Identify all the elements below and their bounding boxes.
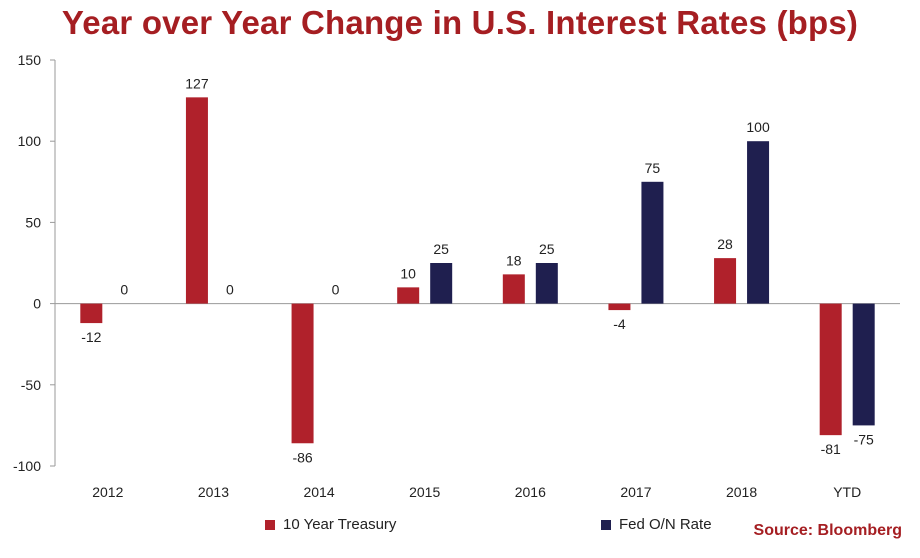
x-tick-label: 2012	[92, 484, 123, 500]
bar-treasury-2015	[397, 287, 420, 304]
x-tick-label: 2013	[198, 484, 229, 500]
x-tick-label: 2017	[620, 484, 651, 500]
data-label: 25	[539, 241, 555, 257]
data-label: 0	[226, 282, 234, 298]
bar-fed-2017	[641, 181, 664, 304]
data-label: 25	[433, 241, 449, 257]
bar-treasury-2012	[80, 303, 103, 324]
data-label: 0	[332, 282, 340, 298]
data-label: 100	[746, 119, 770, 135]
legend-label-fed-on-rate: Fed O/N Rate	[619, 516, 712, 533]
data-label: 127	[185, 75, 209, 91]
bar-treasury-2014	[291, 303, 314, 444]
x-tick-label: 2016	[515, 484, 546, 500]
y-tick-label: 100	[18, 133, 42, 149]
bar-treasury-2016	[502, 274, 525, 304]
legend-swatch-10-year-treasury	[265, 519, 275, 530]
data-label: 10	[400, 265, 416, 281]
bar-fed-2015	[430, 263, 453, 304]
bar-fed-2018	[747, 141, 770, 304]
data-label: -75	[854, 431, 874, 447]
y-tick-label: -100	[13, 458, 41, 474]
x-tick-label: YTD	[833, 484, 861, 500]
data-label: -86	[292, 449, 312, 465]
bar-treasury-ytd	[819, 303, 842, 436]
data-label: 0	[120, 282, 128, 298]
legend-item-10-year-treasury: 10 Year Treasury	[265, 516, 396, 533]
data-label: 18	[506, 252, 522, 268]
data-label: 75	[645, 160, 661, 176]
y-tick-label: 150	[18, 52, 42, 68]
bar-fed-2016	[535, 263, 558, 304]
y-tick-label: 0	[33, 296, 41, 312]
legend-swatch-fed-on-rate	[601, 519, 611, 530]
data-label: -12	[81, 329, 101, 345]
legend-item-fed-on-rate: Fed O/N Rate	[601, 516, 712, 533]
source-note: Source: Bloomberg	[753, 522, 902, 539]
bar-treasury-2013	[185, 97, 208, 304]
bar-treasury-2018	[714, 258, 737, 304]
chart-title: Year over Year Change in U.S. Interest R…	[61, 4, 859, 41]
x-tick-label: 2015	[409, 484, 440, 500]
x-tick-label: 2018	[726, 484, 757, 500]
y-tick-label: -50	[21, 377, 41, 393]
x-tick-label: 2014	[303, 484, 334, 500]
legend-label-10-year-treasury: 10 Year Treasury	[283, 516, 397, 533]
data-label: 28	[717, 236, 733, 252]
y-tick-label: 50	[25, 214, 41, 230]
bar-treasury-2017	[608, 303, 631, 311]
data-label: -4	[613, 316, 626, 332]
bar-chart: 150 100 50 0 -50 -100 2012 -12 0 2013 127 0 2014 -86 0…	[13, 52, 900, 500]
data-label: -81	[821, 441, 841, 457]
bar-fed-ytd	[852, 303, 875, 426]
